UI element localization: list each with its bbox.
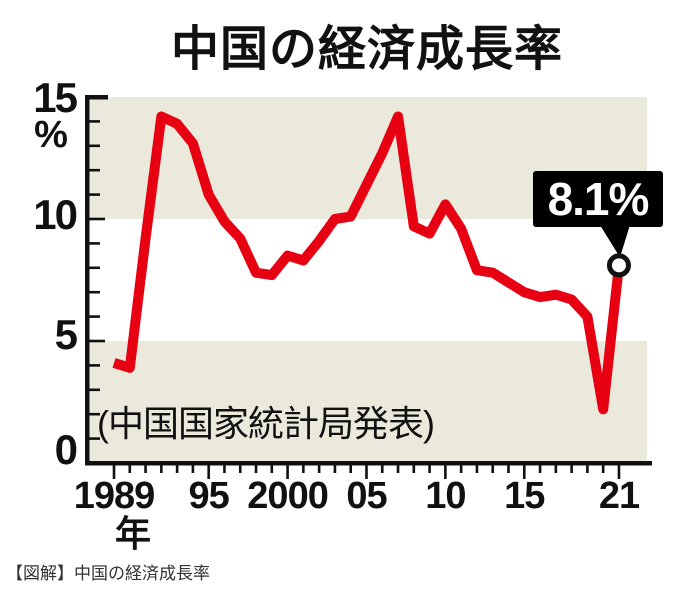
x-tick: [380, 465, 384, 473]
x-tick: [444, 465, 447, 479]
x-tick: [191, 465, 195, 473]
y-tick: [89, 242, 100, 245]
y-tick: [89, 437, 100, 440]
x-tick-label-1995: 95: [188, 475, 230, 517]
x-tick: [507, 465, 510, 473]
x-tick: [586, 465, 589, 473]
source-note: (中国国家統計局発表): [97, 403, 435, 444]
x-tick-label-2000: 2000: [247, 475, 329, 517]
y-tick: [89, 388, 100, 392]
x-tick: [223, 465, 226, 473]
y-tick-label-5: 5: [54, 311, 78, 358]
y-axis-top-stub: [85, 95, 108, 100]
x-tick: [412, 465, 416, 473]
x-tick: [207, 465, 210, 479]
y-tick: [89, 120, 100, 123]
y-tick: [89, 168, 100, 172]
value-callout: 8.1%: [533, 171, 663, 227]
x-tick: [459, 465, 463, 473]
x-tick: [396, 465, 400, 473]
x-tick: [160, 465, 163, 473]
x-tick-label-2005: 05: [346, 475, 387, 517]
y-tick: [89, 217, 105, 221]
x-tick: [617, 465, 621, 479]
y-tick: [89, 315, 100, 318]
x-tick: [428, 465, 431, 473]
y-tick: [89, 193, 100, 196]
x-tick: [254, 465, 258, 473]
y-tick: [89, 339, 105, 343]
x-tick: [365, 465, 368, 479]
plot-band: [89, 341, 647, 463]
x-tick: [112, 465, 116, 479]
x-tick: [270, 465, 274, 473]
y-tick: [89, 290, 100, 294]
x-tick: [475, 465, 479, 473]
x-tick-label-2015: 15: [504, 475, 545, 517]
x-tick: [286, 465, 289, 479]
growth-line: [112, 111, 624, 415]
callout-tail: [599, 225, 630, 258]
x-tick: [144, 465, 147, 473]
y-axis-line: [85, 95, 90, 465]
x-tick: [349, 465, 352, 473]
x-tick: [570, 465, 573, 473]
x-tick: [317, 465, 321, 473]
y-tick: [89, 364, 100, 367]
y-tick: [89, 266, 100, 270]
y-tick: [89, 144, 100, 148]
y-tick-label-15: 15: [33, 74, 78, 121]
y-tick-label-0: 0: [54, 426, 78, 473]
y-axis-unit-label: %: [34, 114, 68, 156]
x-tick: [175, 465, 179, 473]
x-axis-line: [85, 461, 652, 466]
endpoint-marker: [606, 253, 631, 278]
x-tick: [128, 465, 132, 473]
chart-title: 中国の経済成長率: [170, 23, 563, 76]
x-tick-label-1989: 1989: [73, 475, 156, 517]
y-tick: [89, 412, 100, 416]
x-tick-label-2021: 21: [598, 475, 640, 517]
x-axis-unit-label: 年: [114, 513, 151, 554]
x-tick: [302, 465, 305, 473]
x-tick: [538, 465, 542, 473]
x-tick-label-2010: 10: [425, 475, 466, 517]
x-tick: [333, 465, 337, 473]
x-tick: [554, 465, 558, 473]
x-tick: [491, 465, 495, 473]
x-tick: [238, 465, 242, 473]
y-tick-label-10: 10: [33, 191, 78, 238]
x-tick: [522, 465, 526, 479]
figure-caption: 【図解】中国の経済成長率: [6, 564, 210, 583]
x-tick: [601, 465, 605, 473]
